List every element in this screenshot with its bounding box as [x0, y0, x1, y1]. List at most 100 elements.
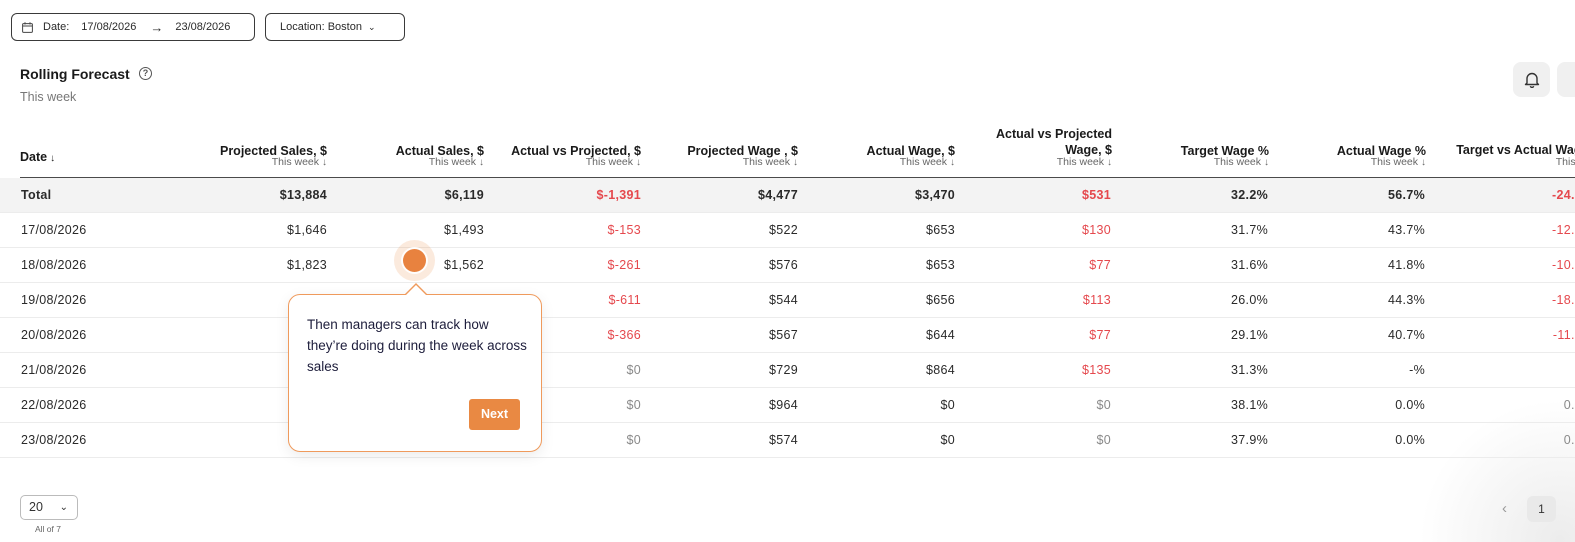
cell-actual-wage-pct: 43.7%	[1388, 223, 1425, 237]
arrow-right-icon: →	[150, 19, 164, 35]
cell-projected-wage: $4,477	[757, 188, 798, 202]
column-label: Actual Sales, $	[395, 144, 484, 158]
cell-actual-wage-pct: -%	[1409, 363, 1425, 377]
page-subtitle: This week	[20, 90, 77, 104]
column-header-projected-sales[interactable]: Projected Sales, $ This week ↓	[160, 120, 327, 176]
cell-actual-vs-projected-wage: $77	[1089, 328, 1111, 342]
cell-actual-vs-projected-wage: $130	[1081, 223, 1111, 237]
cell-actual-wage: $0	[940, 398, 955, 412]
column-header-actual-vs-projected-wage[interactable]: Actual vs Projected Wage, $ This week ↓	[955, 120, 1112, 176]
page-size-select[interactable]: 20 ⌄	[20, 495, 78, 520]
sort-arrow-icon: ↓	[1264, 157, 1269, 168]
location-label: Location: Boston	[280, 21, 362, 33]
cell-actual-vs-projected: $-1,391	[596, 188, 641, 202]
cell-actual-wage: $3,470	[914, 188, 955, 202]
cell-target-vs-actual-wage: -18.3	[1552, 293, 1575, 307]
cell-actual-wage: $864	[925, 363, 955, 377]
column-header-actual-wage[interactable]: Actual Wage, $ This week ↓	[798, 120, 955, 176]
date-range-filter[interactable]: Date: 17/08/2026 → 23/08/2026	[11, 13, 255, 41]
cell-date: 17/08/2026	[21, 223, 87, 237]
cell-actual-vs-projected: $0	[626, 363, 641, 377]
help-icon[interactable]: ?	[139, 67, 152, 80]
column-label: Target vs Actual Wage %	[1456, 143, 1575, 157]
cell-actual-sales: $1,562	[443, 258, 484, 272]
cell-projected-wage: $544	[768, 293, 798, 307]
row-count: All of 7	[35, 524, 61, 534]
cell-projected-wage: $567	[768, 328, 798, 342]
column-label: Projected Wage , $	[687, 144, 798, 158]
tooltip-arrow-fill	[406, 285, 426, 295]
tour-hotspot[interactable]	[403, 249, 426, 272]
cell-actual-vs-projected-wage: $531	[1081, 188, 1111, 202]
cell-target-wage-pct: 38.1%	[1231, 398, 1268, 412]
cell-actual-wage: $0	[940, 433, 955, 447]
cell-projected-wage: $522	[768, 223, 798, 237]
toolbar-button[interactable]	[1557, 62, 1575, 97]
cell-target-wage-pct: 37.9%	[1231, 433, 1268, 447]
cell-target-vs-actual-wage: -12.0	[1552, 223, 1575, 237]
table-header: Date ↓ Projected Sales, $ This week ↓ Actu…	[20, 120, 1575, 178]
column-header-actual-wage-pct[interactable]: Actual Wage % This week ↓	[1269, 120, 1426, 176]
cell-actual-wage-pct: 41.8%	[1388, 258, 1425, 272]
column-label: Actual Wage %	[1336, 144, 1426, 158]
date-from[interactable]: 17/08/2026	[81, 21, 137, 33]
notifications-button[interactable]	[1513, 62, 1550, 97]
chevron-down-icon: ⌄	[367, 21, 376, 32]
cell-projected-wage: $574	[768, 433, 798, 447]
sort-arrow-icon: ↓	[50, 153, 56, 164]
column-label: Target Wage %	[1180, 144, 1269, 158]
page-title: Rolling Forecast	[20, 66, 130, 82]
cell-date: 21/08/2026	[21, 363, 87, 377]
sort-arrow-icon: ↓	[636, 157, 641, 168]
table-row: 17/08/2026 $1,646 $1,493 $-153 $522 $653 $130 3…	[0, 213, 1575, 248]
cell-actual-wage: $656	[925, 293, 955, 307]
table-row: 23/08/2026$$0$574$0$037.9%0.0%0.0	[0, 423, 1575, 458]
column-sublabel: This week	[1555, 156, 1575, 168]
column-header-projected-wage[interactable]: Projected Wage , $ This week ↓	[641, 120, 798, 176]
date-to[interactable]: 23/08/2026	[175, 21, 231, 33]
cell-actual-vs-projected: $-366	[607, 328, 641, 342]
table-row: 19/08/2026$$-611$544$656$11326.0%44.3%-1…	[0, 283, 1575, 318]
column-sublabel: This week	[899, 156, 947, 168]
cell-date: 23/08/2026	[21, 433, 87, 447]
column-sublabel: This week	[1213, 156, 1261, 168]
cell-date: 18/08/2026	[21, 258, 87, 272]
column-label: Date	[20, 150, 48, 164]
column-sublabel: This week	[1056, 156, 1104, 168]
cell-target-vs-actual-wage: 0.0	[1563, 398, 1575, 412]
cell-target-wage-pct: 32.2%	[1231, 188, 1268, 202]
column-sublabel: This week	[1370, 156, 1418, 168]
cell-actual-vs-projected-wage: $135	[1081, 363, 1111, 377]
cell-actual-wage: $653	[925, 223, 955, 237]
cell-projected-wage: $576	[768, 258, 798, 272]
date-label: Date:	[43, 21, 70, 33]
cell-actual-wage-pct: 40.7%	[1388, 328, 1425, 342]
cell-actual-wage: $644	[925, 328, 955, 342]
chevron-down-icon: ⌄	[59, 502, 68, 513]
cell-projected-sales: $1,646	[286, 223, 327, 237]
tour-tooltip-text: Then managers can track how they’re doin…	[307, 317, 527, 374]
column-sublabel: This week	[271, 156, 319, 168]
column-header-date[interactable]: Date ↓	[20, 120, 160, 176]
location-filter[interactable]: Location: Boston ⌄	[265, 13, 405, 41]
column-header-target-vs-actual-wage[interactable]: Target vs Actual Wage % This week	[1426, 120, 1575, 176]
page-number-button[interactable]: 1	[1527, 496, 1556, 522]
column-header-actual-sales[interactable]: Actual Sales, $ This week ↓	[327, 120, 484, 176]
column-header-actual-vs-projected[interactable]: Actual vs Projected, $ This week ↓	[484, 120, 641, 176]
cell-target-vs-actual-wage: -10.2	[1552, 258, 1575, 272]
column-label: Actual Wage, $	[866, 144, 955, 158]
cell-actual-vs-projected: $-153	[607, 223, 641, 237]
sort-arrow-icon: ↓	[950, 157, 955, 168]
cell-date: 22/08/2026	[21, 398, 87, 412]
column-header-target-wage-pct[interactable]: Target Wage % This week ↓	[1112, 120, 1269, 176]
column-label: Actual vs Projected, $	[511, 144, 641, 158]
table-total-row: Total $13,884 $6,119 $-1,391 $4,477 $3,470 $53…	[0, 178, 1575, 213]
chevron-left-icon[interactable]: ‹	[1502, 500, 1507, 517]
cell-actual-vs-projected-wage: $0	[1096, 433, 1111, 447]
calendar-icon	[22, 21, 33, 33]
cell-actual-vs-projected: $0	[626, 433, 641, 447]
next-button[interactable]: Next	[469, 399, 520, 430]
sort-arrow-icon: ↓	[1107, 157, 1112, 168]
cell-actual-vs-projected-wage: $113	[1082, 293, 1111, 307]
cell-target-wage-pct: 29.1%	[1231, 328, 1268, 342]
